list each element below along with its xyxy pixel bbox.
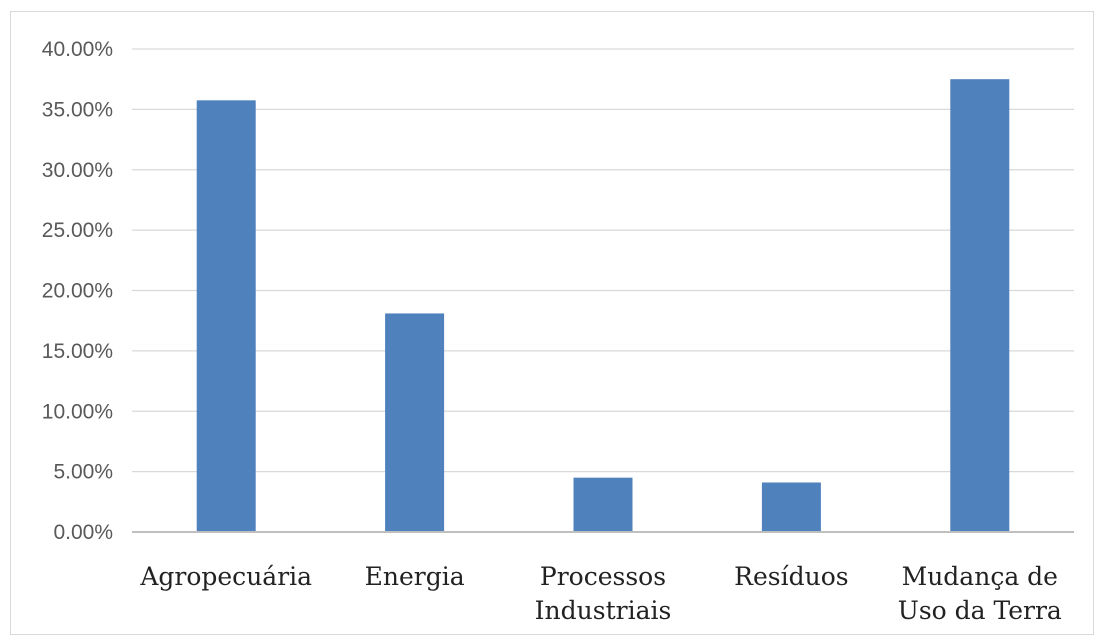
x-tick-label: Processos (540, 562, 666, 591)
x-tick-label: Energia (365, 562, 465, 591)
y-tick-label: 15.00% (42, 340, 113, 363)
x-tick-label: Resíduos (734, 562, 848, 591)
bar (573, 477, 633, 532)
x-tick-label: Uso da Terra (898, 596, 1062, 625)
y-axis: 0.00% 5.00% 10.00% 15.00% 20.00% 25.00% 30.00%… (42, 38, 113, 544)
y-tick-label: 10.00% (42, 400, 113, 423)
bar (196, 100, 256, 532)
y-tick-label: 20.00% (42, 280, 113, 303)
bar (950, 79, 1010, 532)
bar (385, 313, 445, 532)
y-tick-label: 30.00% (42, 159, 113, 182)
y-tick-label: 5.00% (53, 461, 113, 484)
x-axis: Agropecuária Energia Processos Industriais R… (132, 531, 1074, 625)
x-tick-label: Mudança de (902, 562, 1058, 591)
bars (196, 79, 1010, 532)
y-tick-label: 0.00% (53, 521, 113, 544)
bar (761, 482, 821, 532)
x-tick-label: Industriais (535, 596, 672, 625)
x-tick-label: Agropecuária (139, 562, 312, 591)
y-tick-label: 35.00% (42, 98, 113, 121)
y-tick-label: 25.00% (42, 219, 113, 242)
y-tick-label: 40.00% (42, 38, 113, 61)
gridlines (132, 48, 1074, 473)
